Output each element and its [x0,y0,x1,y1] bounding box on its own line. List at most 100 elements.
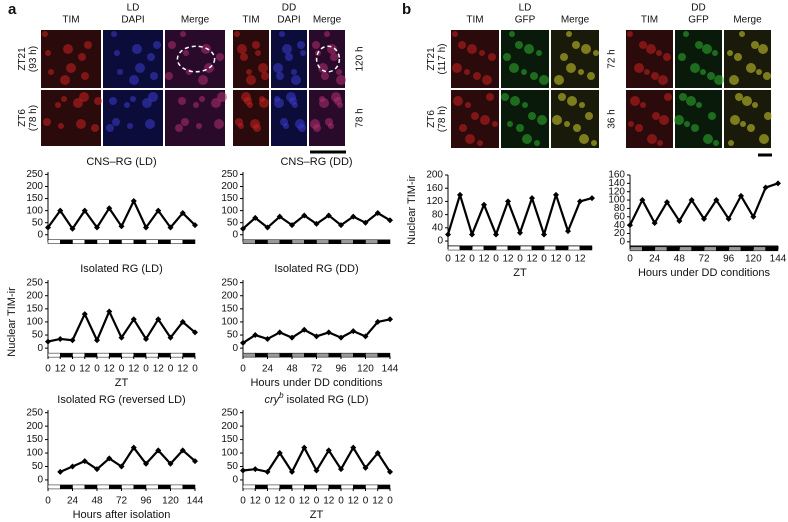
cell [652,112,660,120]
micrograph [41,30,101,88]
y-tick-label: 250 [26,277,43,288]
mean-marker [130,197,137,204]
cell [276,72,284,80]
mean-marker [192,458,198,465]
mean-marker [155,207,162,214]
cell [503,53,511,61]
y-tick-label: 160 [426,183,443,194]
mean-marker [240,339,246,346]
cell [452,63,462,73]
cell [241,92,251,102]
cell [321,72,329,80]
y-tick-label: 200 [426,170,443,181]
y-tick-label: 200 [26,421,43,432]
cell [573,124,581,132]
cell [114,50,120,56]
y-tick-label: 200 [221,290,238,301]
light-dark-bar [567,245,581,251]
light-dark-bar [328,484,342,490]
cell [537,115,547,125]
x-axis-label: Hours under DD conditions [250,377,383,389]
cell [593,50,599,56]
cell [712,50,718,56]
mean-marker [701,215,707,222]
channel-label: DAPI [121,15,144,26]
x-axis-label: ZT [115,377,129,389]
cell [515,41,523,49]
y-tick-label: 50 [227,461,239,472]
x-tick-label: 12 [274,496,286,507]
cell [528,112,536,120]
cell [758,44,768,54]
y-tick-label: 40 [614,220,626,231]
light-dark-bar [60,239,73,245]
light-dark-bar [642,246,655,252]
mean-marker [577,198,583,205]
light-dark-bar [483,245,497,251]
light-dark-bar [531,245,545,251]
cell [683,31,689,37]
mean-marker [469,231,475,238]
cell [534,140,540,146]
y-tick-label: 50 [32,217,44,228]
mean-marker [240,467,246,474]
mean-marker [94,224,100,231]
mean-marker [387,468,393,475]
mean-marker [45,338,51,345]
x-tick-label: 48 [91,496,103,507]
mean-marker [338,334,344,341]
row-label: (78 h) [437,106,448,132]
cell [45,50,51,56]
light-dark-bar [96,239,110,245]
light-dark-bar [109,484,122,490]
y-tick-label: 100 [221,317,238,328]
cell [651,72,659,80]
mean-marker [338,222,344,229]
mean-marker [775,180,781,187]
y-tick-label: 160 [608,170,625,181]
x-tick-label: 0 [240,364,246,375]
cell [286,92,296,102]
cell [135,63,145,73]
cell [111,31,117,37]
cell [763,72,771,80]
channel-label: TIM [242,15,259,26]
light-dark-bar [328,239,342,245]
x-tick-label: 144 [382,364,399,375]
mean-marker [301,212,308,219]
cell [300,50,306,56]
x-tick-label: 48 [674,254,686,265]
cell [78,53,86,61]
channel-label: Merge [181,15,210,26]
cell [566,63,576,73]
mean-marker [143,460,149,467]
cell [48,69,54,75]
x-tick-label: 72 [116,496,128,507]
chart-title: CNS–RG (LD) [86,156,156,168]
cell [702,44,712,54]
cell [318,63,328,73]
row-label: ZT6 [426,110,437,128]
cell [560,53,568,61]
mean-marker [106,308,113,315]
light-dark-bar [519,245,533,251]
channel-label: GFP [688,15,709,26]
highlight-circle [315,45,341,73]
cell [742,96,752,106]
light-dark-bar [340,239,354,245]
light-dark-bar [121,239,134,245]
x-tick-label: 12 [79,364,91,375]
cell [198,75,208,85]
light-dark-bar [96,484,110,490]
cell [153,41,161,49]
light-dark-bar [170,239,183,245]
cell [509,63,519,73]
cell [509,31,515,37]
light-dark-bar [60,352,73,358]
cell [261,72,269,80]
mean-marker [179,210,186,217]
mean-marker [750,213,757,220]
x-tick-label: 72 [698,254,710,265]
x-tick-label: 0 [240,496,246,507]
